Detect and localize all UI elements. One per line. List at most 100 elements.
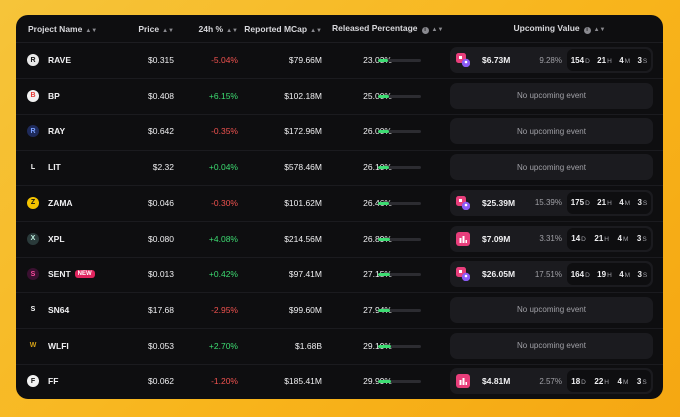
countdown-minutes: 4M [619, 56, 630, 65]
table-row[interactable]: R RAVE $0.315 -5.04% $79.66M 23.03% $6.73M 9.28… [16, 42, 663, 80]
project-name[interactable]: XPL [48, 221, 65, 257]
countdown-hours-unit: H [607, 57, 612, 65]
no-upcoming-event: No upcoming event [450, 82, 653, 109]
released-progress-bar [378, 59, 421, 62]
countdown-days-value: 164 [570, 269, 585, 279]
pink-chart-icon [456, 231, 470, 246]
released-progress-bar [378, 166, 421, 170]
countdown-minutes-unit: M [624, 200, 631, 208]
countdown-days: 18D [571, 377, 586, 386]
zama-logo: Z [27, 196, 39, 209]
table-row[interactable]: X XPL $0.080 +4.08% $214.56M 26.89% $7.09M 3.31… [16, 221, 663, 258]
released-progress-fill [378, 380, 391, 384]
released-progress-bar [378, 380, 421, 384]
countdown-minutes-unit: M [622, 236, 629, 243]
countdown-minutes-unit: M [622, 378, 629, 386]
project-name-text: SENT [48, 269, 71, 280]
xpl-logo: X [27, 232, 39, 245]
countdown-minutes-value: 4 [619, 198, 624, 208]
released-progress-fill [378, 344, 391, 348]
project-name[interactable]: RAY [48, 113, 65, 149]
price-cell: $0.408 [148, 90, 174, 101]
countdown-timer: 14D 21H 4M 3S [567, 227, 651, 250]
released-progress-bar [378, 130, 421, 134]
countdown-days-unit: D [585, 57, 590, 65]
table-row[interactable]: L LIT $2.32 +0.04% $578.46M 26.10% No upcoming… [16, 149, 663, 187]
price-cell: $0.642 [148, 126, 174, 137]
countdown-days-unit: D [585, 271, 590, 279]
header-released-percentage[interactable]: Released Percentage i ▲▼ [332, 23, 444, 34]
countdown-seconds-unit: S [642, 271, 648, 279]
released-progress-bar [378, 308, 421, 312]
project-name[interactable]: SENT NEW [48, 256, 95, 292]
released-progress-fill [378, 237, 390, 241]
released-progress-bar [378, 237, 421, 241]
project-name[interactable]: FF [48, 363, 58, 399]
price-cell: $0.062 [148, 376, 174, 387]
header-upcoming-value[interactable]: Upcoming Value i ▲▼ [513, 23, 606, 34]
countdown-minutes-value: 4 [617, 234, 622, 243]
upcoming-event-card[interactable]: $6.73M 9.28% 154D 21H 4M 3S [450, 47, 653, 73]
header-reported-mcap[interactable]: Reported MCap ▲▼ [244, 23, 322, 34]
mcap-cell: $214.56M [284, 233, 322, 244]
project-name[interactable]: SN64 [48, 292, 69, 328]
header-24h-change[interactable]: 24h % ▲▼ [198, 23, 238, 34]
table-row[interactable]: B BP $0.408 +6.15% $102.18M 25.00% No upcoming… [16, 78, 663, 115]
sort-icon: ▲▼ [310, 27, 322, 34]
header-project-name[interactable]: Project Name ▲▼ [28, 23, 98, 34]
project-name[interactable]: RAVE [48, 42, 71, 78]
upcoming-event-card[interactable]: $4.81M 2.57% 18D 22H 4M 3S [450, 368, 653, 395]
countdown-minutes-unit: M [624, 271, 631, 279]
countdown-minutes-value: 4 [619, 269, 624, 279]
table-row[interactable]: FFF$0.062-1.20%$185.41M29.99%$4.81M2.57%… [16, 363, 663, 399]
countdown-days: 175D [571, 198, 590, 207]
countdown-seconds: 3S [637, 198, 647, 207]
table-row[interactable]: S SN64 $17.68 -2.95% $99.60M 27.94% No upcomin… [16, 292, 663, 330]
upcoming-value: $4.81M [482, 376, 511, 387]
change-cell: +0.04% [208, 162, 238, 173]
project-name-text: RAY [48, 126, 66, 137]
released-progress-fill [378, 308, 390, 312]
project-name-text: FF [48, 376, 59, 387]
project-name[interactable]: WLFI [48, 328, 69, 364]
mcap-cell: $1.68B [295, 340, 322, 351]
sort-icon: ▲▼ [431, 27, 444, 33]
countdown-timer: 164D 19H 4M 3S [567, 263, 651, 286]
change-cell: +4.08% [208, 233, 238, 244]
mcap-cell: $101.62M [284, 197, 322, 208]
mcap-cell: $172.96M [284, 126, 322, 137]
info-icon[interactable]: i [421, 27, 429, 34]
mcap-cell: $99.60M [288, 304, 322, 315]
countdown-days-value: 154 [570, 55, 585, 65]
countdown-hours-value: 19 [597, 269, 607, 279]
mcap-cell: $97.41M [288, 269, 322, 280]
price-cell: $0.046 [148, 197, 174, 208]
table-row[interactable]: R RAY $0.642 -0.35% $172.96M 26.00% No upcomin… [16, 113, 663, 151]
released-percentage-cell: 25.00% [332, 78, 392, 114]
countdown-hours-unit: H [604, 378, 609, 386]
upcoming-event-card[interactable]: $26.05M 17.51% 164D 19H 4M 3S [450, 261, 653, 288]
upcoming-event-card[interactable]: $25.39M 15.39% 175D 21H 4M 3S [450, 189, 653, 216]
released-percentage-cell: 29.99% [332, 363, 392, 399]
project-name[interactable]: ZAMA [48, 185, 73, 221]
table-row[interactable]: Z ZAMA $0.046 -0.30% $101.62M 26.46% $25.39M 15… [16, 185, 663, 223]
released-progress-fill [378, 130, 390, 134]
countdown-minutes: 4M [619, 198, 630, 207]
price-cell: $0.315 [148, 55, 174, 65]
project-name[interactable]: BP [48, 78, 60, 114]
bp-logo: B [27, 89, 39, 102]
upcoming-value: $7.09M [482, 233, 511, 244]
header-price[interactable]: Price ▲▼ [138, 23, 174, 34]
upcoming-event-card[interactable]: $7.09M 3.31% 14D 21H 4M 3S [450, 225, 653, 252]
countdown-days-value: 14 [571, 234, 581, 243]
project-name[interactable]: LIT [48, 149, 61, 185]
info-icon[interactable]: i [583, 27, 591, 34]
price-cell: $0.053 [148, 340, 174, 351]
price-cell: $2.32 [152, 162, 174, 173]
countdown-seconds-unit: S [642, 236, 647, 243]
mcap-cell: $79.66M [288, 55, 322, 65]
project-name-text: SN64 [48, 304, 70, 315]
upcoming-percentage: 17.51% [534, 269, 562, 279]
table-row[interactable]: W WLFI $0.053 +2.70% $1.68B 29.19% No upcoming… [16, 328, 663, 365]
